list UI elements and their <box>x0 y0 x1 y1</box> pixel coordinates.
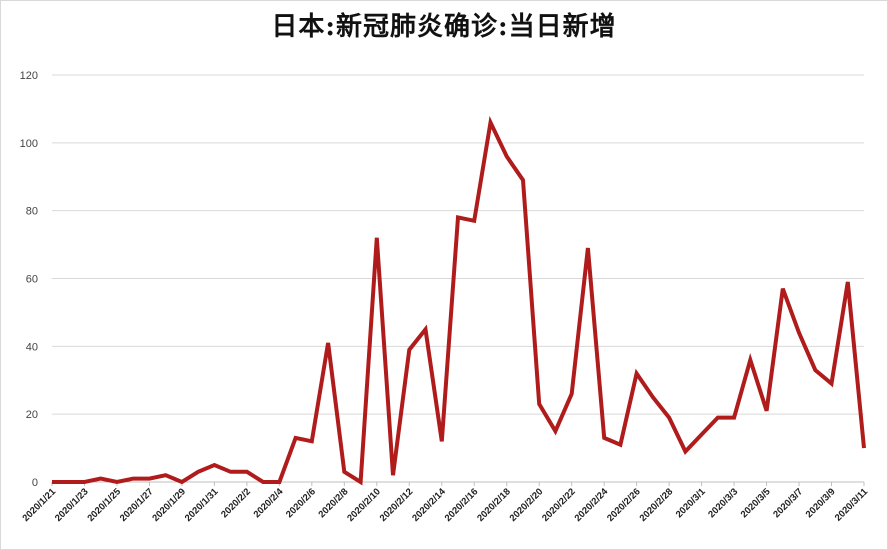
y-tick-label: 120 <box>20 70 38 82</box>
x-tick-label: 2020/2/28 <box>638 486 676 524</box>
x-tick-label: 2020/2/6 <box>284 486 318 520</box>
x-tick-label: 2020/2/16 <box>443 486 481 524</box>
x-tick-label: 2020/3/3 <box>706 486 740 520</box>
x-tick-label: 2020/2/10 <box>345 486 383 524</box>
y-tick-label: 20 <box>26 409 38 421</box>
y-tick-label: 100 <box>20 138 38 150</box>
x-tick-label: 2020/1/27 <box>118 486 156 524</box>
x-tick-label: 2020/2/2 <box>219 486 253 520</box>
x-tick-label: 2020/2/24 <box>573 486 611 524</box>
x-tick-label: 2020/2/18 <box>475 486 513 524</box>
x-tick-label: 2020/1/23 <box>53 486 91 524</box>
x-tick-label: 2020/3/1 <box>674 486 708 520</box>
x-tick-label: 2020/1/21 <box>20 486 58 524</box>
x-tick-label: 2020/3/5 <box>739 486 773 520</box>
y-tick-label: 80 <box>26 206 38 218</box>
x-tick-label: 2020/2/14 <box>410 486 448 524</box>
y-tick-label: 0 <box>32 477 38 489</box>
x-tick-label: 2020/2/4 <box>252 486 286 520</box>
x-tick-label: 2020/1/25 <box>85 486 123 524</box>
x-tick-label: 2020/1/29 <box>150 486 188 524</box>
x-tick-label: 2020/2/12 <box>378 486 416 524</box>
y-tick-label: 60 <box>26 274 38 286</box>
x-tick-label: 2020/2/26 <box>605 486 643 524</box>
x-tick-label: 2020/3/7 <box>771 486 805 520</box>
y-tick-label: 40 <box>26 341 38 353</box>
x-tick-label: 2020/2/20 <box>508 486 546 524</box>
x-tick-label: 2020/3/11 <box>833 486 871 524</box>
x-tick-label: 2020/1/31 <box>183 486 221 524</box>
series-line <box>52 115 866 486</box>
chart-title: 日本:新冠肺炎确诊:当日新增 <box>271 12 617 42</box>
x-tick-label: 2020/2/22 <box>540 486 578 524</box>
